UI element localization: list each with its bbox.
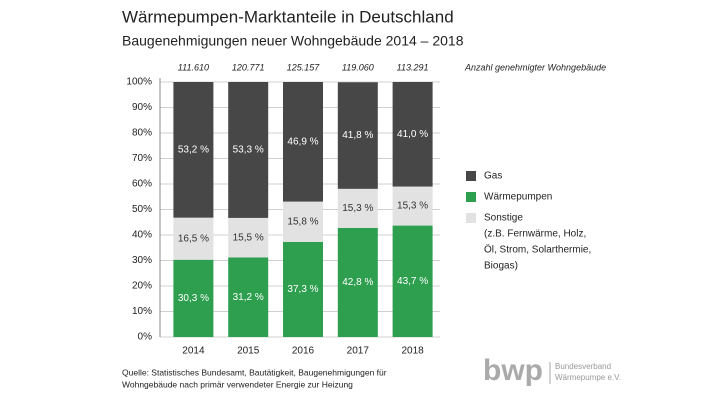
value-label: 46,9 % bbox=[287, 136, 318, 147]
legend-label: Sonstige bbox=[484, 213, 523, 224]
total-label: 125.157 bbox=[287, 62, 321, 72]
y-tick-label: 60% bbox=[132, 179, 152, 190]
value-label: 42,8 % bbox=[342, 277, 373, 288]
y-tick-label: 50% bbox=[132, 204, 152, 215]
value-label: 31,2 % bbox=[233, 292, 264, 303]
x-tick-label: 2014 bbox=[182, 346, 205, 357]
y-tick-label: 40% bbox=[132, 230, 152, 241]
legend-label: Wärmepumpen bbox=[484, 192, 552, 203]
logo-text: bwp bbox=[483, 354, 543, 387]
value-label: 41,8 % bbox=[342, 130, 373, 141]
legend-note: Biogas) bbox=[484, 261, 518, 272]
y-tick-label: 10% bbox=[132, 306, 152, 317]
bar-segment bbox=[173, 217, 214, 260]
legend-swatch bbox=[466, 192, 476, 202]
legend-note: (z.B. Fernwärme, Holz, bbox=[484, 229, 586, 240]
bar-segment bbox=[173, 259, 214, 337]
source-line: Wohngebäude nach primär verwendeter Ener… bbox=[122, 379, 353, 389]
bar-segment bbox=[228, 82, 269, 218]
value-label: 43,7 % bbox=[397, 276, 428, 287]
x-tick-label: 2015 bbox=[237, 346, 260, 357]
bar-segment bbox=[392, 225, 433, 337]
bar-segment bbox=[228, 257, 269, 337]
bar-segment bbox=[392, 186, 433, 226]
legend-label: Gas bbox=[484, 171, 502, 182]
bar-segment bbox=[392, 82, 433, 187]
y-tick-label: 0% bbox=[138, 332, 153, 343]
bar-segment bbox=[283, 201, 323, 242]
bar-segment bbox=[283, 241, 323, 337]
legend-swatch bbox=[466, 213, 476, 223]
total-label: 119.060 bbox=[342, 62, 374, 72]
chart-title: Wärmepumpen-Marktanteile in Deutschland bbox=[122, 7, 454, 26]
bar-segment bbox=[173, 82, 214, 218]
value-label: 37,3 % bbox=[287, 284, 318, 295]
total-label: 113.291 bbox=[397, 62, 429, 72]
value-label: 53,3 % bbox=[233, 145, 264, 156]
y-tick-label: 20% bbox=[132, 281, 152, 292]
bar-segment bbox=[337, 188, 378, 228]
logo-line: Bundesverband bbox=[555, 362, 611, 371]
y-tick-label: 30% bbox=[132, 255, 152, 266]
value-label: 53,2 % bbox=[178, 144, 209, 155]
logo-line: Wärmepumpe e.V. bbox=[555, 373, 621, 382]
legend-swatch bbox=[466, 171, 476, 181]
value-label: 15,5 % bbox=[233, 232, 264, 243]
bar-segment bbox=[228, 217, 269, 258]
x-tick-label: 2018 bbox=[401, 346, 424, 357]
y-tick-label: 100% bbox=[126, 77, 152, 88]
totals-title: Anzahl genehmigter Wohngebäude bbox=[464, 62, 606, 72]
total-label: 120.771 bbox=[232, 62, 265, 72]
value-label: 15,3 % bbox=[342, 203, 373, 214]
value-label: 30,3 % bbox=[178, 293, 209, 304]
y-tick-label: 80% bbox=[132, 128, 152, 139]
value-label: 16,5 % bbox=[178, 233, 209, 244]
x-tick-label: 2017 bbox=[347, 346, 370, 357]
y-tick-label: 90% bbox=[132, 102, 152, 113]
value-label: 41,0 % bbox=[397, 129, 428, 140]
total-label: 111.610 bbox=[178, 62, 209, 72]
bar-segment bbox=[283, 82, 323, 202]
x-tick-label: 2016 bbox=[292, 346, 315, 357]
legend-note: Öl, Strom, Solarthermie, bbox=[484, 244, 591, 256]
source-line: Quelle: Statistisches Bundesamt, Bautäti… bbox=[122, 367, 387, 377]
value-label: 15,3 % bbox=[397, 201, 428, 212]
value-label: 15,8 % bbox=[287, 216, 318, 227]
bar-segment bbox=[337, 82, 378, 189]
chart-subtitle: Baugenehmigungen neuer Wohngebäude 2014 … bbox=[122, 33, 464, 49]
bar-segment bbox=[337, 227, 378, 337]
y-tick-label: 70% bbox=[132, 153, 152, 164]
